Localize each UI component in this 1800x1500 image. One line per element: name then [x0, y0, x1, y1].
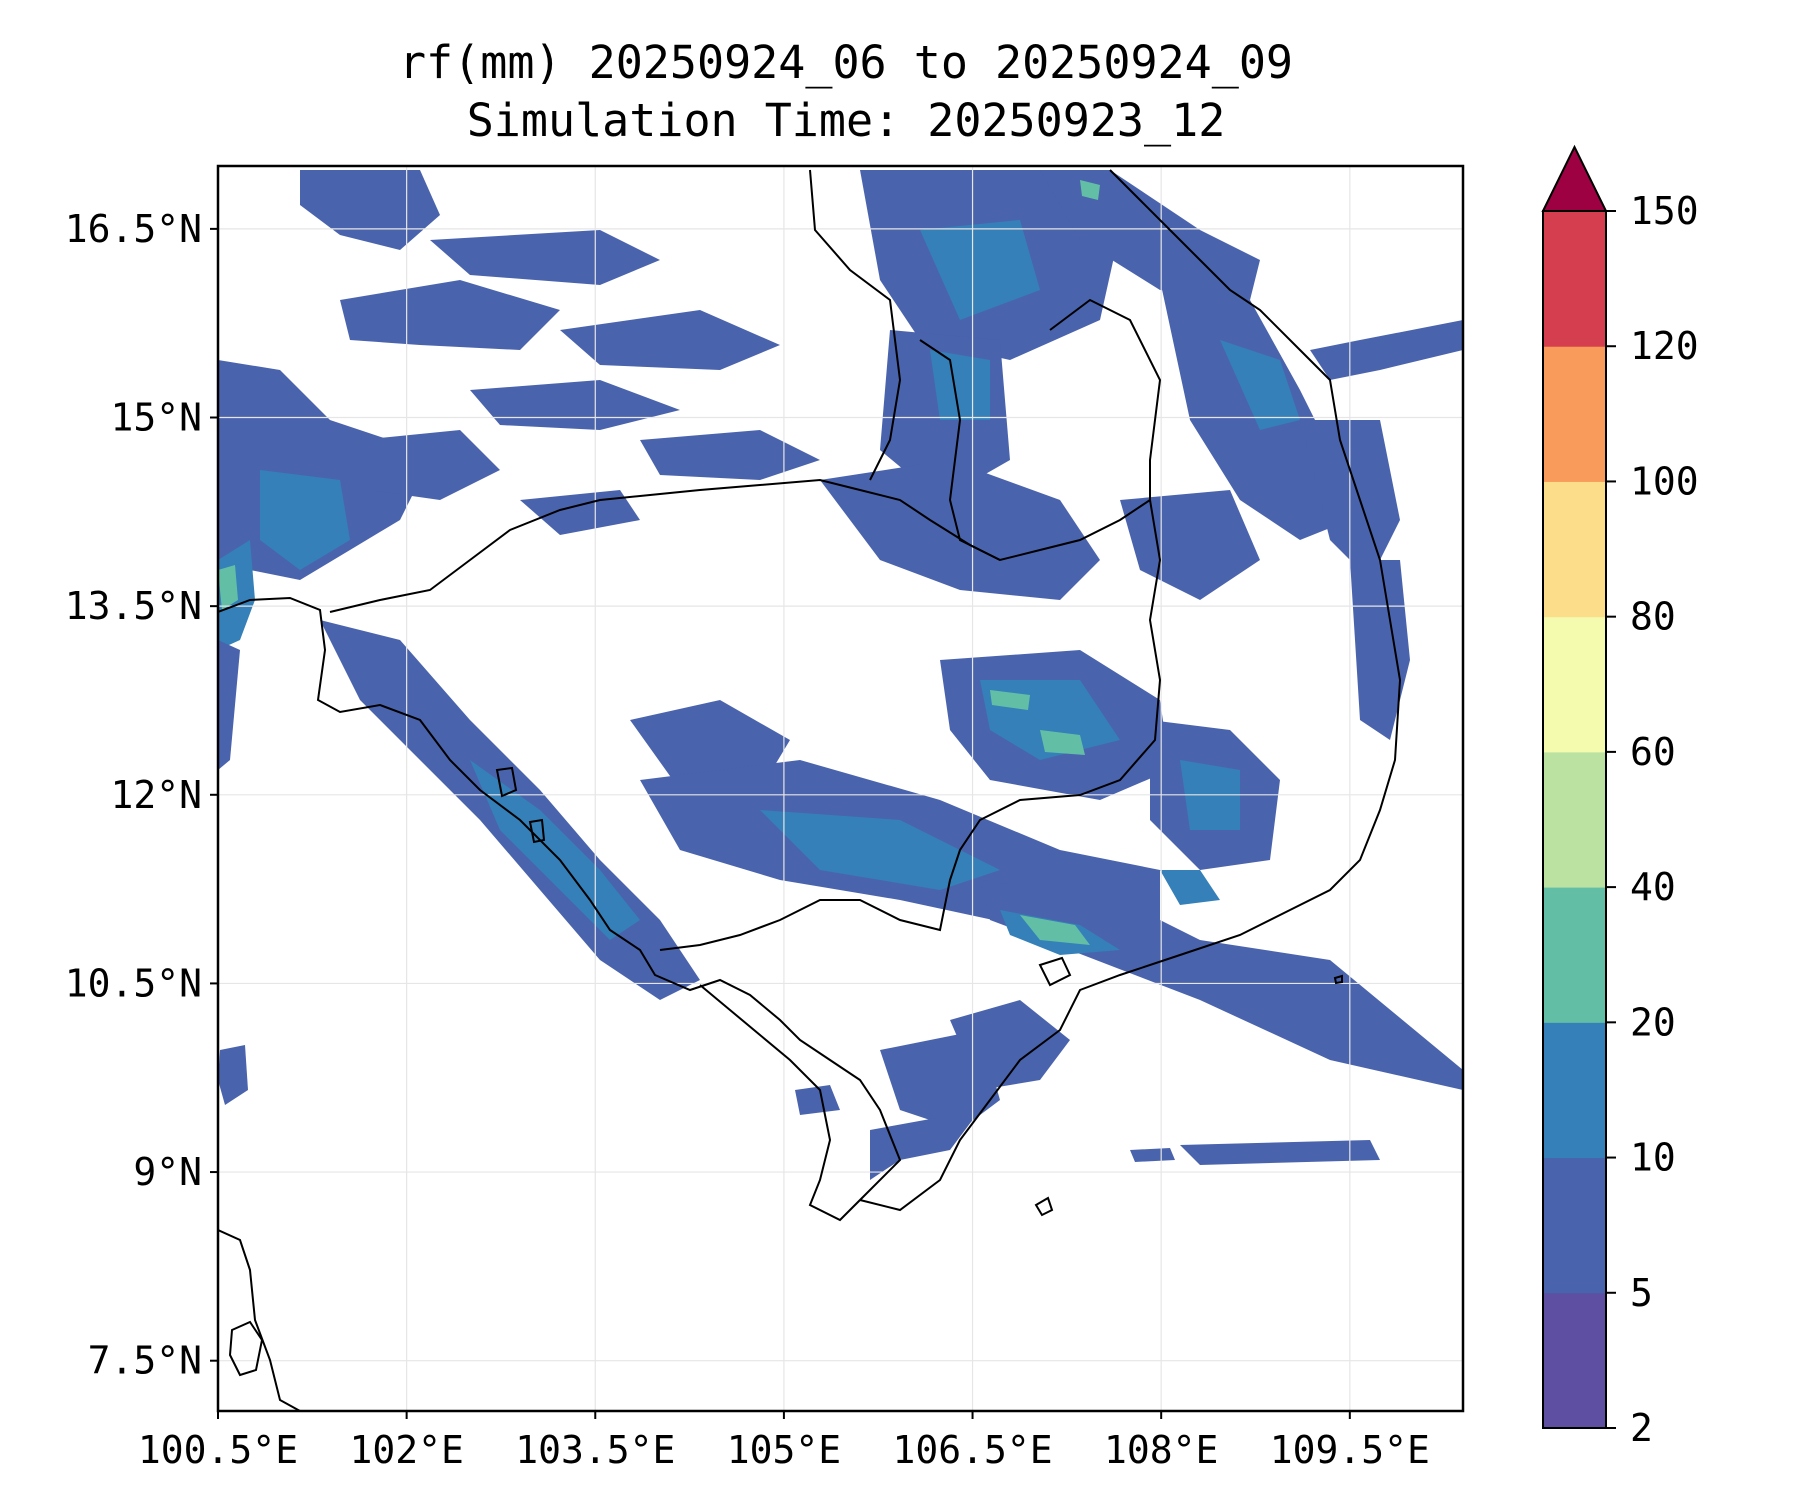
- rain-cell: [1310, 320, 1463, 380]
- lat-tick-label: 10.5°N: [65, 961, 202, 1005]
- island: [1034, 1196, 1054, 1217]
- colorbar-tick-label: 2: [1630, 1406, 1653, 1450]
- lon-tick-label: 102°E: [349, 1428, 463, 1472]
- rain-cell: [360, 430, 500, 500]
- island: [495, 766, 518, 798]
- rainfall-contours: [218, 170, 1463, 1180]
- rain-cell: [1040, 730, 1085, 755]
- thailand-gulf-coastline: [218, 596, 902, 1222]
- colorbar-tick-label: 60: [1630, 730, 1676, 774]
- colorbar-segment: [1543, 1157, 1606, 1294]
- lat-tick-label: 15°N: [110, 396, 202, 440]
- laos-border: [809, 169, 1162, 561]
- rain-cell: [218, 565, 238, 610]
- rain-cell: [980, 880, 1463, 1090]
- figure-title-line2: Simulation Time: 20250923_12: [467, 94, 1226, 147]
- coastlines-and-borders: [218, 169, 1402, 1411]
- colorbar-tick-label: 150: [1630, 189, 1699, 233]
- colorbar-extend-arrow: [1541, 144, 1608, 212]
- colorbar-segment: [1543, 211, 1606, 347]
- lon-tick-label: 106.5°E: [892, 1428, 1052, 1472]
- colorbar-segment: [1543, 616, 1606, 753]
- lon-tick-label: 103.5°E: [515, 1428, 675, 1472]
- colorbar-segment: [1543, 751, 1606, 888]
- rain-cell: [820, 460, 1100, 600]
- rain-cell: [1020, 915, 1090, 945]
- vietnam-coastline: [859, 169, 1402, 1212]
- colorbar-tick-label: 10: [1630, 1136, 1676, 1180]
- lon-tick-label: 105°E: [727, 1428, 841, 1472]
- malay-coastline: [218, 1229, 301, 1411]
- longitude-axis: 100.5°E 102°E 103.5°E 105°E 106.5°E 108°E 109.…: [138, 1411, 1430, 1472]
- colorbar-tick-label: 120: [1630, 324, 1699, 368]
- lat-tick-label: 7.5°N: [88, 1339, 202, 1383]
- colorbar: 2 5 10 20 40 60 80 100 120 150: [1541, 144, 1699, 1450]
- rain-cell: [1130, 1148, 1175, 1162]
- lon-tick-label: 109.5°E: [1270, 1428, 1430, 1472]
- colorbar-segment: [1543, 481, 1606, 618]
- rain-cell: [560, 310, 780, 370]
- island: [228, 1320, 264, 1377]
- colorbar-tick-label: 20: [1630, 1000, 1676, 1044]
- colorbar-tick-label: 5: [1630, 1271, 1653, 1315]
- rain-cell: [1180, 1140, 1380, 1165]
- rain-cell: [1080, 180, 1100, 200]
- island: [1333, 974, 1343, 985]
- rain-cell: [760, 810, 1000, 890]
- rain-cell: [1120, 490, 1260, 600]
- cambodia-border: [329, 478, 1162, 951]
- lon-tick-label: 108°E: [1104, 1428, 1218, 1472]
- colorbar-frame: [1542, 210, 1607, 1429]
- colorbar-segment: [1543, 1292, 1606, 1429]
- rain-cell: [870, 1110, 980, 1180]
- rain-cell: [880, 1030, 1000, 1130]
- rain-cell: [470, 760, 640, 940]
- latitude-axis: 16.5°N 15°N 13.5°N 12°N 10.5°N 9°N 7.5°N: [65, 207, 218, 1383]
- rain-cell: [1040, 170, 1260, 300]
- colorbar-tick-label: 40: [1630, 865, 1676, 909]
- island: [528, 818, 546, 844]
- colorbar-segment: [1543, 1022, 1606, 1159]
- rain-cell: [795, 1085, 840, 1115]
- graticule: [217, 166, 1463, 1411]
- rain-cell: [340, 280, 560, 350]
- rain-cell: [218, 1045, 248, 1105]
- rain-cell: [920, 220, 1040, 320]
- rain-cell: [640, 430, 820, 480]
- rain-cell: [1220, 340, 1300, 430]
- lon-tick-label: 100.5°E: [138, 1428, 298, 1472]
- rain-cell: [1350, 560, 1410, 740]
- colorbar-segment: [1543, 346, 1606, 482]
- colorbar-segment: [1543, 887, 1606, 1023]
- map-panel: [216, 164, 1465, 1413]
- lat-tick-label: 13.5°N: [65, 584, 202, 628]
- lat-tick-label: 12°N: [110, 773, 202, 817]
- rain-cell: [430, 230, 660, 285]
- rain-cell: [990, 690, 1030, 710]
- colorbar-tick-label: 100: [1630, 459, 1699, 503]
- rain-cell: [520, 490, 640, 535]
- figure-title-line1: rf(mm) 20250924_06 to 20250924_09: [399, 36, 1293, 89]
- colorbar-tick-label: 80: [1630, 595, 1676, 639]
- lat-tick-label: 9°N: [133, 1150, 202, 1194]
- rain-cell: [1160, 870, 1220, 905]
- island: [1038, 956, 1072, 987]
- rain-cell: [218, 640, 240, 770]
- map-frame: [216, 164, 1465, 1413]
- rain-cell: [300, 170, 440, 250]
- lat-tick-label: 16.5°N: [65, 207, 202, 251]
- rain-cell: [260, 470, 350, 570]
- rain-cell: [930, 350, 990, 420]
